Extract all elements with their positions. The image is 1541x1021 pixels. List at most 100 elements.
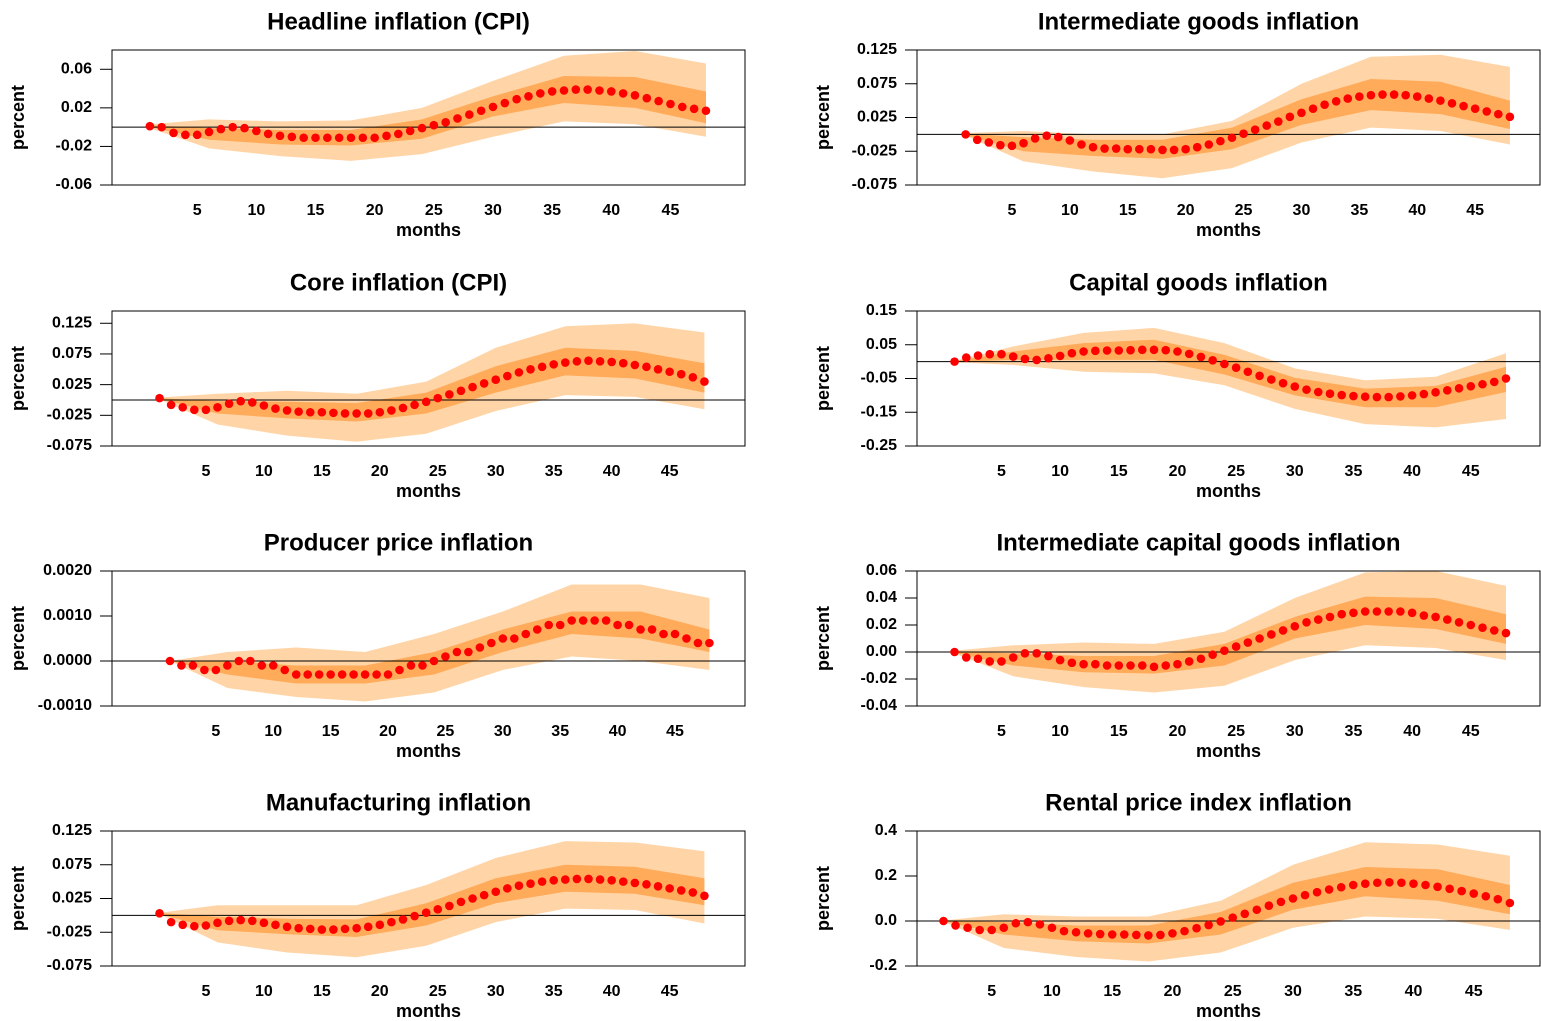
point (1443, 386, 1452, 395)
y-tick-label: 0.0010 (43, 607, 92, 624)
point (544, 620, 554, 630)
x-tick-label: 40 (1405, 983, 1423, 1000)
point (1149, 662, 1159, 672)
point (1023, 917, 1033, 927)
point (178, 920, 188, 930)
point (984, 138, 994, 147)
point (1396, 392, 1405, 401)
point (670, 629, 680, 639)
point (1297, 108, 1306, 118)
point (1443, 615, 1452, 624)
x-tick-label: 35 (1345, 463, 1363, 480)
confidence-band (965, 54, 1510, 179)
point (1180, 926, 1189, 936)
y-tick-label: -0.04 (861, 697, 898, 714)
point (659, 629, 668, 639)
point (572, 874, 582, 884)
y-axis-label: percent (813, 85, 833, 150)
y-tick-label: -0.15 (861, 403, 898, 420)
y-tick-label: -0.2 (869, 957, 897, 974)
point (337, 670, 347, 679)
point (653, 364, 663, 374)
y-tick-label: -0.25 (861, 437, 898, 454)
point (1146, 144, 1156, 154)
point (1397, 878, 1406, 888)
x-tick-label: 30 (484, 202, 502, 219)
point (271, 404, 280, 413)
point (987, 925, 997, 935)
y-tick-label: 0.025 (52, 376, 92, 393)
point (1055, 655, 1065, 665)
point (1285, 112, 1295, 122)
x-tick-label: 25 (429, 983, 447, 1000)
panel: 0.125 0.075 0.025 -0.025 -0.075 5 10 15 20 25 30 35… (8, 269, 746, 501)
chart-title: Core inflation (CPI) (290, 269, 507, 296)
point (247, 916, 257, 926)
point (1184, 657, 1194, 666)
point (1407, 608, 1417, 618)
x-tick-label: 25 (437, 723, 455, 740)
x-tick-label: 35 (543, 202, 561, 219)
x-tick-label: 40 (603, 983, 621, 1000)
point (642, 362, 651, 372)
x-tick-label: 35 (1344, 983, 1362, 1000)
point (688, 372, 698, 382)
point (456, 386, 466, 396)
point (961, 353, 971, 362)
point (383, 670, 393, 679)
x-axis-label: months (396, 481, 461, 501)
y-tick-label: 0.05 (866, 336, 897, 353)
x-tick-label: 15 (307, 202, 325, 219)
point (549, 360, 559, 369)
point (352, 923, 361, 933)
point (1262, 121, 1272, 130)
point (1436, 96, 1445, 105)
point (1407, 391, 1417, 400)
x-tick-label: 25 (429, 463, 447, 480)
point (1366, 90, 1376, 100)
point (223, 661, 232, 670)
x-tick-label: 15 (313, 463, 331, 480)
point (192, 130, 202, 140)
point (1505, 898, 1515, 908)
point (1331, 97, 1341, 106)
point (509, 634, 519, 643)
x-tick-label: 45 (1462, 463, 1480, 480)
y-tick-label: -0.025 (852, 142, 897, 159)
point (204, 127, 214, 137)
point (282, 922, 292, 932)
point (1107, 930, 1117, 939)
point (1378, 90, 1387, 99)
point (1156, 930, 1165, 940)
confidence-band (943, 842, 1510, 962)
point (1173, 659, 1182, 669)
point (607, 87, 616, 96)
point (491, 375, 501, 385)
point (642, 93, 652, 103)
point (1312, 887, 1322, 897)
point (1302, 618, 1311, 627)
x-tick-label: 5 (211, 723, 220, 740)
confidence-band (170, 584, 710, 702)
point (1184, 349, 1194, 359)
point (476, 106, 486, 116)
point (1231, 363, 1241, 373)
point (1320, 100, 1329, 109)
x-tick-label: 40 (602, 202, 620, 219)
y-tick-label: 0.075 (52, 856, 92, 873)
point (234, 656, 244, 666)
plot-frame (916, 830, 1541, 967)
point (1355, 92, 1364, 101)
y-tick-label: -0.075 (47, 437, 92, 454)
x-tick-label: 30 (1284, 983, 1302, 1000)
point (1065, 136, 1075, 145)
point (590, 616, 599, 625)
panel: 0.06 0.04 0.02 0.00 -0.02 -0.04 5 10 15 20 25 30 35 4… (813, 529, 1541, 761)
point (145, 121, 155, 131)
point (963, 923, 972, 933)
point (1501, 628, 1511, 638)
point (526, 879, 535, 888)
y-tick-label: -0.025 (47, 407, 92, 424)
point (1011, 918, 1021, 928)
confidence-band (954, 327, 1506, 428)
